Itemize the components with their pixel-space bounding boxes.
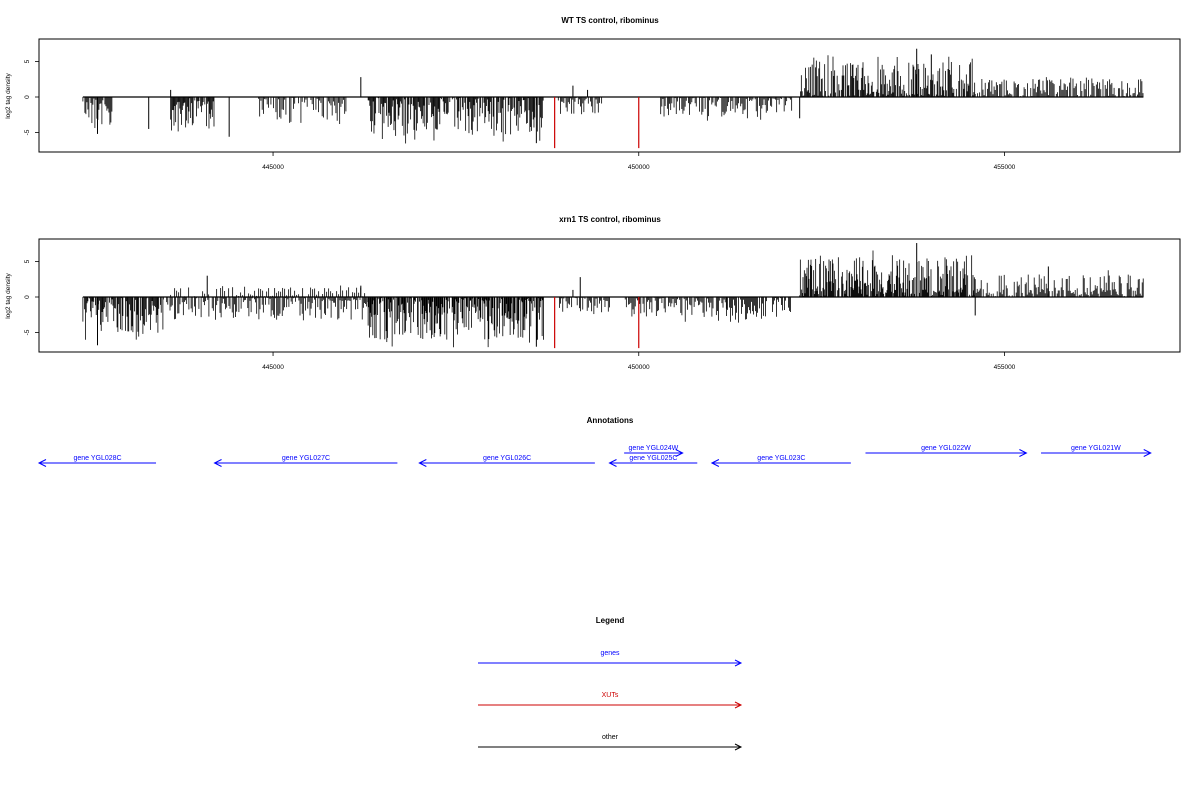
x-axis: 445000 450000 455000: [262, 352, 1016, 371]
panel-title: WT TS control, ribominus: [561, 16, 659, 25]
y-tick-label: 0: [24, 295, 31, 299]
gene-label: gene YGL024W: [629, 445, 679, 452]
legend-item-other: other: [478, 734, 743, 751]
gene-label: gene YGL022W: [921, 445, 971, 452]
x-tick-label: 455000: [994, 364, 1016, 371]
gene-label: gene YGL023C: [757, 455, 805, 462]
y-tick-label: 5: [24, 59, 31, 63]
gene-arrowhead: [1143, 449, 1152, 457]
legend-label: other: [602, 734, 619, 741]
gene-annotation: gene YGL028C: [37, 455, 157, 467]
legend-item-genes: genes: [478, 650, 743, 667]
plot-frame: [38, 38, 1181, 153]
gene-annotation: gene YGL023C: [710, 455, 851, 467]
gene-annotation: gene YGL021W: [1041, 445, 1152, 457]
annotations-track: Annotations gene YGL028C gene YGL027C gene…: [37, 416, 1152, 467]
gene-annotation: gene YGL024W: [624, 445, 684, 457]
x-tick-label: 455000: [994, 164, 1016, 171]
gene-arrowhead: [710, 459, 720, 467]
gene-arrows: gene YGL028C gene YGL027C gene YGL026C gene…: [37, 445, 1152, 467]
gene-arrowhead: [213, 459, 222, 467]
xrn1-coverage-panel: xrn1 TS control, ribominus log2 tag dens…: [5, 215, 1181, 371]
gene-arrowhead: [37, 459, 47, 467]
x-tick-label: 450000: [628, 164, 650, 171]
gene-arrowhead: [1019, 449, 1028, 457]
gene-label: gene YGL028C: [73, 455, 121, 462]
legend-arrowhead: [734, 659, 743, 667]
y-axis-label: log2 tag density: [5, 272, 12, 318]
y-tick-label: -5: [24, 129, 31, 135]
gene-arrowhead: [608, 459, 617, 467]
legend: Legend genes XUTs other: [478, 616, 743, 751]
x-axis: 445000 450000 455000: [262, 152, 1016, 171]
legend-title: Legend: [596, 616, 625, 625]
legend-item-xuts: XUTs: [478, 692, 743, 709]
annotations-title: Annotations: [587, 416, 634, 425]
legend-arrowhead: [734, 743, 743, 751]
legend-label: XUTs: [602, 692, 619, 699]
plot-frame: [38, 238, 1181, 353]
y-tick-label: 5: [24, 259, 31, 263]
legend-arrowhead: [734, 701, 743, 709]
panel-title: xrn1 TS control, ribominus: [559, 215, 661, 224]
y-axis-label: log2 tag density: [5, 72, 12, 118]
wt-coverage-panel: WT TS control, ribominus log2 tag densit…: [5, 16, 1181, 171]
gene-arrowhead: [418, 459, 427, 467]
y-tick-label: 0: [24, 95, 31, 99]
gene-annotation: gene YGL027C: [213, 455, 398, 467]
gene-annotation: gene YGL026C: [418, 455, 595, 467]
gene-label: gene YGL025C: [629, 455, 677, 462]
y-axis: -5 0 5: [24, 259, 39, 335]
gene-annotation: gene YGL022W: [865, 445, 1028, 457]
bar-layer: [82, 243, 1144, 349]
gene-annotation: gene YGL025C: [608, 455, 698, 467]
gene-label: gene YGL021W: [1071, 445, 1121, 452]
x-tick-label: 450000: [628, 364, 650, 371]
x-tick-label: 445000: [262, 164, 284, 171]
legend-label: genes: [600, 650, 620, 657]
gene-arrowhead: [675, 449, 684, 457]
bar-layer: [82, 48, 1144, 149]
y-axis: -5 0 5: [24, 59, 39, 135]
gene-label: gene YGL027C: [282, 455, 330, 462]
x-tick-label: 445000: [262, 364, 284, 371]
y-tick-label: -5: [24, 329, 31, 335]
gene-label: gene YGL026C: [483, 455, 531, 462]
